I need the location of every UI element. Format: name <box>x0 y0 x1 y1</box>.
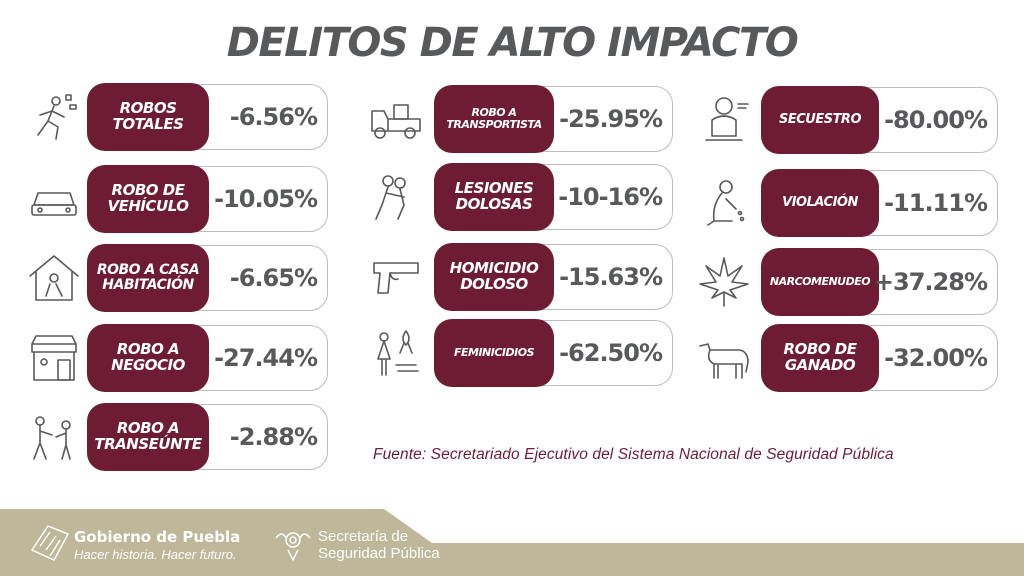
crime-change-value: -6.56% <box>229 103 318 131</box>
crime-card: NARCOMENUDEO +37.28% <box>761 248 998 316</box>
crime-card: ROBO A TRANSPORTISTA -25.95% <box>434 85 673 153</box>
source-note: Fuente: Secretariado Ejecutivo del Siste… <box>373 446 894 463</box>
crime-card: VIOLACIÓN -11.11% <box>761 169 998 237</box>
page-title: DELITOS DE ALTO IMPACTO <box>226 20 799 66</box>
secretariat-name: Secretaría de Seguridad Pública <box>318 528 440 562</box>
crime-change-value: -11.11% <box>884 189 988 217</box>
woman-ribbon-icon <box>368 325 424 381</box>
crime-card: HOMICIDIO DOLOSO -15.63% <box>434 243 673 311</box>
crime-change-value: -25.95% <box>559 105 663 133</box>
crime-card: FEMINICIDIOS -62.50% <box>434 319 673 387</box>
assault-icon <box>368 169 424 225</box>
crime-change-value: -10.05% <box>214 185 318 213</box>
crime-label: NARCOMENUDEO <box>761 248 879 316</box>
cannabis-leaf-icon <box>696 254 752 310</box>
pedestrian-robbery-icon <box>26 409 82 465</box>
gun-icon <box>368 249 424 305</box>
crime-card: ROBO A CASA HABITACIÓN -6.65% <box>87 244 328 312</box>
crime-card: ROBO A NEGOCIO -27.44% <box>87 324 328 392</box>
house-burglar-icon <box>26 250 82 306</box>
kidnapped-person-icon <box>696 92 752 148</box>
gov-name: Gobierno de Puebla <box>74 528 241 546</box>
crime-label: ROBO DE GANADO <box>761 324 879 392</box>
gov-slogan: Hacer historia. Hacer futuro. <box>74 547 237 562</box>
car-icon <box>26 171 82 227</box>
crime-change-value: -80.00% <box>884 106 988 134</box>
crime-label: ROBO A CASA HABITACIÓN <box>87 244 209 312</box>
crime-card: LESIONES DOLOSAS -10-16% <box>434 163 673 231</box>
crime-label: ROBO A TRANSEÚNTE <box>87 403 209 471</box>
crime-change-value: -32.00% <box>884 344 988 372</box>
cow-icon <box>696 330 752 386</box>
crime-change-value: -10-16% <box>558 183 663 211</box>
crime-card: ROBO A TRANSEÚNTE -2.88% <box>87 403 328 471</box>
crime-change-value: -15.63% <box>559 263 663 291</box>
crime-change-value: -2.88% <box>229 423 318 451</box>
secretariat-line2: Seguridad Pública <box>318 545 440 562</box>
crime-label: ROBO A TRANSPORTISTA <box>434 85 554 153</box>
crime-change-value: -27.44% <box>214 344 318 372</box>
truck-icon <box>368 91 424 147</box>
crime-label: FEMINICIDIOS <box>434 319 554 387</box>
crime-label: VIOLACIÓN <box>761 169 879 237</box>
store-icon <box>26 330 82 386</box>
secretariat-emblem-icon <box>275 532 311 562</box>
crime-label: SECUESTRO <box>761 86 879 154</box>
crime-label: ROBO DE VEHÍCULO <box>87 165 209 233</box>
crying-woman-icon <box>696 175 752 231</box>
crime-change-value: -62.50% <box>559 339 663 367</box>
gobierno-puebla-logo-icon <box>30 525 70 561</box>
crime-label: HOMICIDIO DOLOSO <box>434 243 554 311</box>
crime-card: ROBOS TOTALES -6.56% <box>87 83 328 151</box>
crime-change-value: +37.28% <box>873 268 988 296</box>
crime-card: ROBO DE GANADO -32.00% <box>761 324 998 392</box>
crime-label: ROBO A NEGOCIO <box>87 324 209 392</box>
crime-card: SECUESTRO -80.00% <box>761 86 998 154</box>
thief-running-icon <box>26 89 82 145</box>
crime-label: ROBOS TOTALES <box>87 83 209 151</box>
crime-label: LESIONES DOLOSAS <box>434 163 554 231</box>
crime-card: ROBO DE VEHÍCULO -10.05% <box>87 165 328 233</box>
crime-change-value: -6.65% <box>229 264 318 292</box>
secretariat-line1: Secretaría de <box>318 528 409 545</box>
